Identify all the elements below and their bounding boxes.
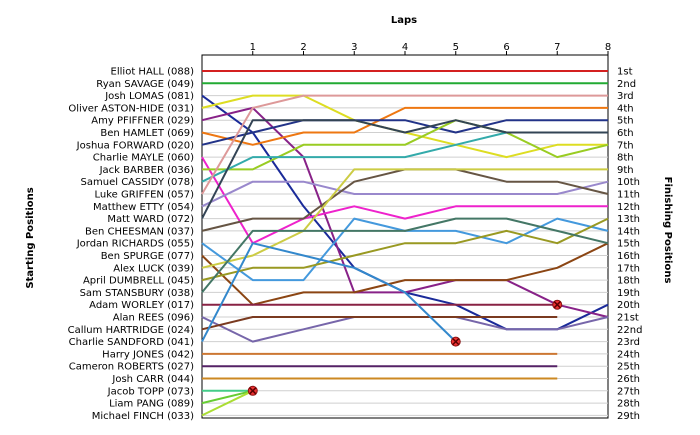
finish-label: 1st (617, 67, 633, 78)
start-label: Harry JONES (042) (102, 349, 194, 360)
series-line (201, 156, 608, 245)
series-line (201, 389, 254, 417)
series-line (201, 316, 558, 331)
finish-label: 28th (617, 399, 640, 410)
finish-label: 5th (617, 116, 634, 127)
start-label: Liam PANG (089) (109, 399, 194, 410)
series-line (201, 106, 608, 146)
finish-label: 10th (617, 177, 640, 188)
start-label: Jacob TOPP (073) (107, 386, 194, 397)
finish-label: 8th (617, 153, 634, 164)
finish-label: 19th (617, 288, 640, 299)
retirement-markers (247, 299, 563, 396)
finish-label: 12th (617, 202, 640, 213)
start-label: Charlie SANDFORD (041) (69, 337, 194, 348)
finish-label: 14th (617, 226, 640, 237)
finish-label: 16th (617, 251, 640, 262)
series-line (201, 242, 457, 343)
x-tick-label: 6 (503, 42, 509, 53)
finish-label: 29th (617, 411, 640, 422)
plot-area (201, 54, 609, 419)
series-line (201, 119, 608, 146)
retired-marker (450, 336, 461, 347)
series-line (201, 119, 608, 220)
gridlines (201, 54, 609, 419)
finish-label: 20th (617, 300, 640, 311)
start-label: Josh CARR (044) (111, 374, 194, 385)
series-line (201, 94, 608, 195)
y-axis-left-title: Starting Positions (25, 187, 36, 288)
finish-label: 15th (617, 239, 640, 250)
start-label: Josh LOMAS (081) (104, 91, 194, 102)
axis-labels: 1 2 3 4 5 6 7 8 Elliot HALL (088)Ryan SAVAGE (04… (68, 42, 643, 422)
start-label: Luke GRIFFEN (057) (94, 190, 194, 201)
start-label: Joshua FORWARD (020) (76, 140, 194, 151)
x-tick-label: 1 (250, 42, 256, 53)
finish-label: 4th (617, 103, 634, 114)
series-line (201, 389, 253, 405)
x-tick-label: 7 (554, 42, 560, 53)
series-line (201, 217, 609, 282)
start-label: Jack BARBER (036) (99, 165, 194, 176)
x-axis-title: Laps (391, 15, 417, 26)
start-label: Alan REES (096) (113, 313, 194, 324)
finish-label: 24th (617, 349, 640, 360)
series-line (201, 217, 609, 294)
finish-label: 27th (617, 386, 640, 397)
start-label: Ben SPURGE (077) (101, 251, 194, 262)
finish-label: 9th (617, 165, 634, 176)
start-label: Matt WARD (072) (107, 214, 194, 225)
start-label: Samuel CASSIDY (078) (81, 177, 195, 188)
start-label: Jordan RICHARDS (055) (76, 239, 194, 250)
finish-label: 23rd (617, 337, 640, 348)
start-label: Ben HAMLET (069) (100, 128, 194, 139)
start-label: Amy PFIFFNER (029) (91, 116, 194, 127)
finish-label: 2nd (617, 79, 636, 90)
start-label: April DUMBRELL (045) (83, 276, 194, 287)
retired-marker (552, 299, 563, 310)
series-line (201, 242, 609, 306)
start-label: Callum HARTRIDGE (024) (68, 325, 194, 336)
start-label: Alex LUCK (039) (113, 263, 194, 274)
x-tick-label: 8 (605, 42, 611, 53)
x-tick-label: 4 (402, 42, 408, 53)
finish-label: 18th (617, 276, 640, 287)
start-label: Elliot HALL (088) (111, 67, 195, 78)
finish-label: 17th (617, 263, 640, 274)
finish-label: 3rd (617, 91, 634, 102)
x-tick-label: 2 (300, 42, 306, 53)
start-label: Matthew ETTY (054) (93, 202, 194, 213)
start-label: Michael FINCH (033) (92, 411, 194, 422)
y-axis-right-title: Finishing Positions (662, 177, 673, 284)
start-label: Ryan SAVAGE (049) (96, 79, 194, 90)
start-label: Adam WORLEY (017) (89, 300, 194, 311)
finish-label: 26th (617, 374, 640, 385)
finish-label: 22nd (617, 325, 642, 336)
finish-label: 25th (617, 362, 640, 373)
start-label: Oliver ASTON-HIDE (031) (68, 103, 194, 114)
series-lines (201, 70, 609, 417)
start-label: Ben CHEESMAN (037) (85, 226, 194, 237)
start-label: Charlie MAYLE (060) (93, 153, 194, 164)
series-line (201, 180, 609, 208)
retired-marker (247, 385, 258, 396)
x-tick-label: 3 (351, 42, 357, 53)
finish-label: 11th (617, 190, 640, 201)
start-label: Cameron ROBERTS (027) (69, 362, 194, 373)
x-tick-label: 5 (453, 42, 459, 53)
finish-label: 13th (617, 214, 640, 225)
finish-label: 6th (617, 128, 634, 139)
finish-label: 21st (617, 313, 639, 324)
finish-label: 7th (617, 140, 634, 151)
series-line (202, 119, 609, 171)
start-label: Sam STANSBURY (038) (80, 288, 195, 299)
